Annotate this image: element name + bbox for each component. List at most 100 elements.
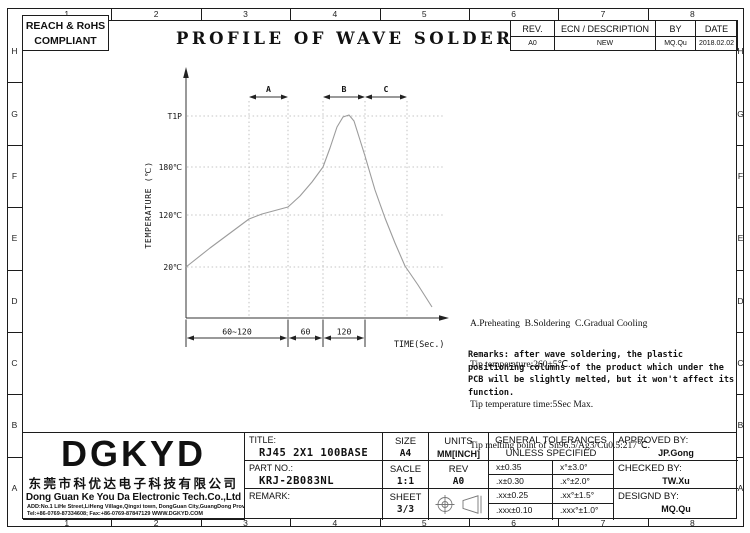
by-header: BY	[655, 20, 696, 37]
grid-column-label: 6	[511, 517, 516, 528]
grid-tick	[290, 8, 292, 20]
checked-by-value: TW.Xu	[662, 476, 690, 486]
outer-border	[7, 8, 744, 527]
y-tick-label: 180℃	[159, 163, 182, 172]
melting-point-note: Tip melting point of Sn96.5/Ag3/Cu0.5:21…	[470, 440, 651, 451]
sheet-value: 3/3	[396, 504, 415, 515]
grid-row-label: G	[737, 108, 744, 119]
grid-tick	[7, 82, 22, 84]
grid-tick	[111, 8, 113, 20]
zone-label: A	[266, 84, 271, 94]
grid-row-label: B	[737, 420, 744, 431]
temperature-axis-title: TEMPERATURE (℃)	[143, 161, 153, 248]
designed-by-value: MQ.Qu	[661, 504, 691, 514]
rev-value: A0	[510, 36, 555, 51]
tolerances-header-line1: GENERAL TOLERANCES	[495, 435, 607, 446]
grid-tick	[7, 331, 22, 333]
grid-row-label: C	[737, 357, 744, 368]
grid-tick	[290, 519, 292, 527]
grid-tick	[7, 207, 22, 209]
compliance-line1: REACH & RoHS	[25, 20, 106, 32]
scale-label: SACLE	[389, 464, 422, 475]
rev-label: REV	[448, 464, 469, 475]
part-no-value: KRJ-2B083NL	[259, 475, 335, 487]
rev-cell-value: A0	[452, 476, 465, 487]
title-block: DGKYD 东莞市科优达电子科技有限公司 Dong Guan Ke You Da…	[22, 432, 738, 520]
grid-tick	[737, 269, 744, 271]
company-address-line: ADD:No.1 LiHe Street,LiHeng Village,Qing…	[27, 504, 245, 510]
grid-row-label: C	[11, 357, 18, 368]
designed-by-label: DESIGND BY:	[618, 491, 679, 502]
grid-tick	[737, 331, 744, 333]
sheet-label: SHEET	[389, 492, 422, 503]
tip-temperature-note: Tip temperature:260±5℃.	[470, 359, 571, 370]
grid-row-label: E	[11, 233, 18, 244]
tolerances-header-line2: UNLESS SPECIFIED	[505, 447, 597, 459]
title-label: TITLE:	[249, 435, 277, 445]
time-axis-title: TIME(Sec.)	[394, 339, 444, 349]
zone-label: B	[342, 84, 347, 94]
grid-row-label: H	[11, 45, 18, 56]
remark-label: REMARK:	[249, 491, 291, 501]
approved-by-value: JP.Gong	[658, 448, 694, 458]
grid-tick	[558, 8, 560, 20]
revision-table: REV. ECN / DESCRIPTION BY DATE A0 NEW MQ…	[510, 20, 738, 51]
dimension-arrowhead	[365, 94, 372, 100]
grid-row-label: D	[11, 295, 18, 306]
date-header: DATE	[695, 20, 738, 37]
company-name-cn: 东莞市科优达电子科技有限公司	[28, 477, 239, 491]
dimension-arrowhead	[323, 94, 330, 100]
compliance-badge: REACH & RoHS COMPLIANT	[22, 15, 109, 51]
grid-column-label: 1	[64, 8, 70, 19]
tolerance-value: .x±0.30	[489, 475, 552, 489]
title-value: RJ45 2X1 100BASE	[259, 447, 369, 459]
time-dimension-label: 60~120	[222, 327, 252, 337]
remark-cell: REMARK:	[245, 489, 383, 520]
date-value: 2018.02.02	[695, 36, 738, 51]
grid-column-label: 8	[689, 8, 695, 19]
grid-tick	[737, 394, 744, 396]
process-notes: A.Preheating B.Soldering C.Gradual Cooli…	[470, 291, 734, 480]
grid-tick	[737, 82, 744, 84]
size-cell: SIZE A4	[383, 433, 429, 461]
grid-row-label: E	[737, 233, 744, 244]
tolerance-value: x±0.35	[489, 461, 552, 475]
company-name-en: Dong Guan Ke You Da Electronic Tech.Co.,…	[25, 492, 242, 503]
grid-tick	[200, 8, 202, 20]
dimension-arrowhead	[400, 94, 407, 100]
grid-tick	[379, 8, 381, 20]
grid-column-label: 8	[689, 517, 695, 528]
company-address: ADD:No.1 LiHe Street,LiHeng Village,Qing…	[23, 504, 244, 518]
grid-tick	[737, 207, 744, 209]
grid-row-label: B	[11, 420, 18, 431]
dimension-arrowhead	[315, 335, 322, 341]
tolerances-table: x±0.35 x°±3.0° .x±0.30 .x°±2.0° .xx±0.25…	[489, 461, 614, 520]
grid-tick	[7, 456, 22, 458]
third-angle-projection-icon	[435, 495, 481, 514]
tolerance-value: .x°±2.0°	[552, 475, 614, 489]
grid-column-label: 3	[243, 8, 248, 19]
time-dimension-label: 60	[301, 327, 311, 337]
dimension-arrowhead	[358, 94, 365, 100]
grid-row-label: F	[737, 170, 744, 181]
designed-by-cell: DESIGND BY: MQ.Qu	[614, 489, 738, 520]
y-tick-label: 20℃	[163, 263, 182, 272]
grid-tick	[7, 144, 22, 146]
units-cell: UNITS MM[INCH]	[429, 433, 489, 461]
grid-tick	[7, 394, 22, 396]
grid-row-label: H	[737, 45, 744, 56]
sheet-cell: SHEET 3/3	[383, 489, 429, 520]
units-label: UNITS	[444, 436, 473, 447]
tip-time-note: Tip temperature time:5Sec Max.	[470, 400, 594, 410]
zones-legend: A.Preheating B.Soldering C.Gradual Cooli…	[470, 319, 648, 329]
grid-tick	[647, 519, 649, 527]
compliance-line2: COMPLIANT	[34, 34, 97, 47]
grid-column-label: 7	[600, 517, 606, 528]
grid-column-label: 3	[243, 517, 248, 528]
grid-tick	[7, 269, 22, 271]
part-no-label: PART NO.:	[249, 463, 294, 473]
grid-tick	[200, 519, 202, 527]
dimension-label-bg	[219, 327, 255, 337]
company-block: DGKYD 东莞市科优达电子科技有限公司 Dong Guan Ke You Da…	[23, 433, 245, 520]
tolerances-header: GENERAL TOLERANCES UNLESS SPECIFIED	[489, 433, 614, 461]
